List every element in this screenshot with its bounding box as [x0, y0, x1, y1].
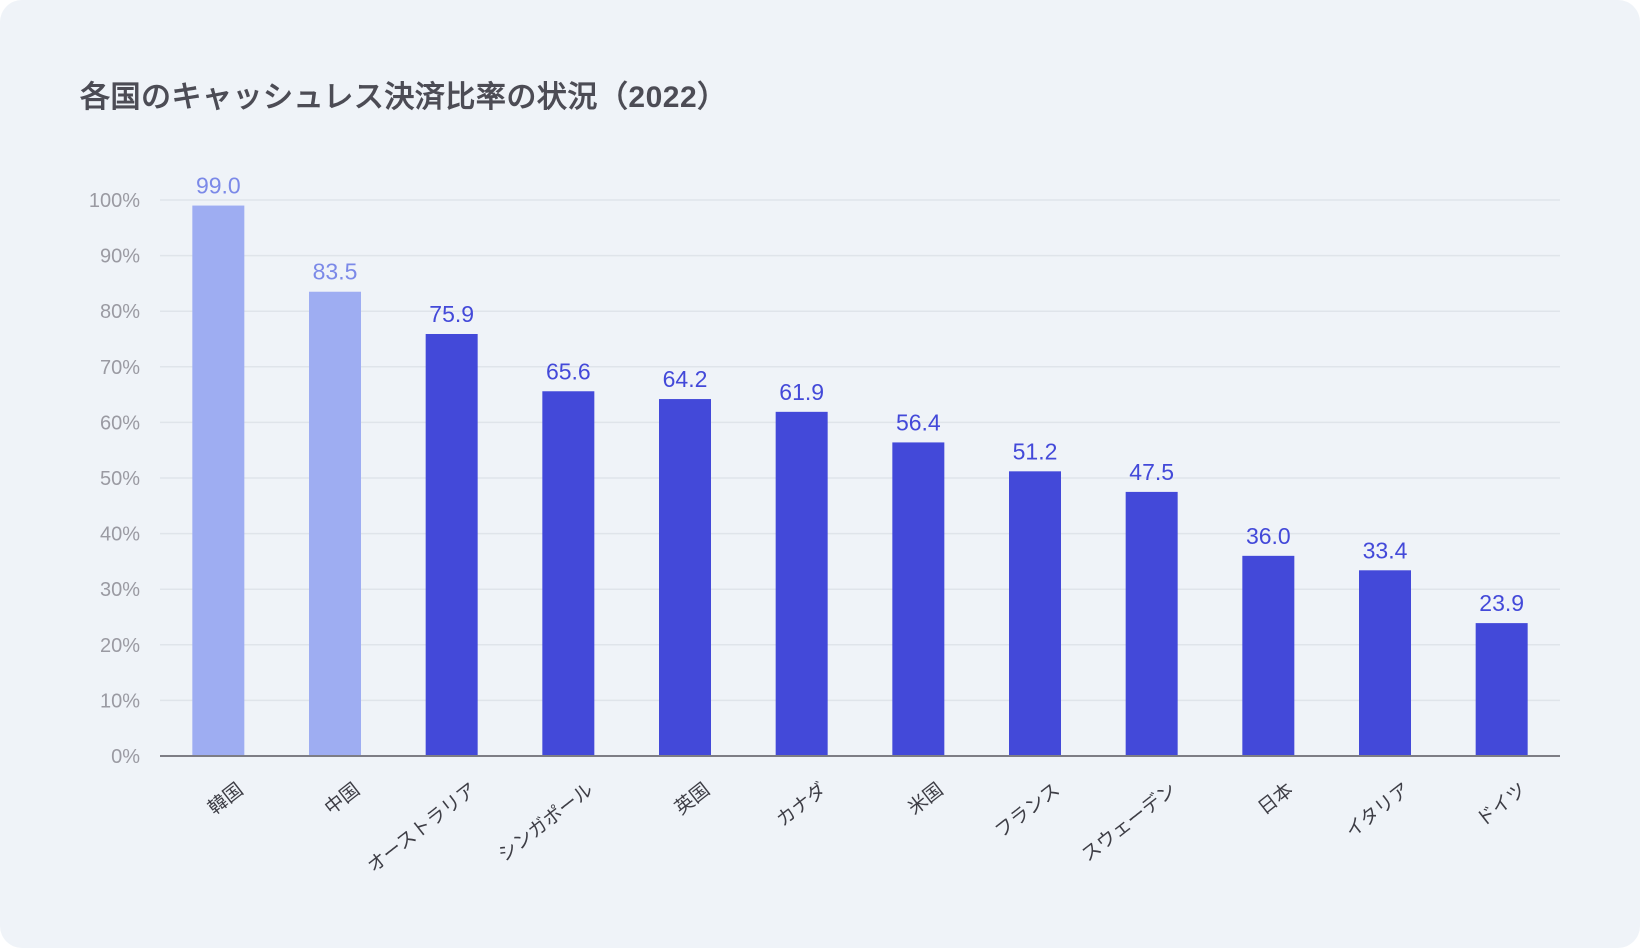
data-label: 64.2 — [663, 366, 708, 392]
bar — [775, 411, 828, 756]
y-tick-label: 100% — [89, 190, 140, 212]
gridlines — [160, 199, 1560, 702]
bar — [1475, 623, 1528, 756]
bar — [1359, 570, 1411, 756]
data-label: 36.0 — [1246, 523, 1291, 549]
x-tick-label: イタリア — [1341, 779, 1414, 843]
x-tick-label: 中国 — [321, 779, 365, 820]
bar — [425, 333, 478, 756]
data-label: 61.9 — [779, 379, 824, 405]
x-tick-label: シンガポール — [494, 779, 597, 867]
y-tick-label: 80% — [100, 301, 140, 323]
x-tick-label: 米国 — [904, 779, 948, 820]
data-label: 65.6 — [546, 358, 591, 384]
bar — [192, 205, 245, 756]
data-label: 56.4 — [896, 409, 941, 435]
x-tick-label: 韓国 — [204, 779, 248, 820]
x-tick-label: スウェーデン — [1077, 779, 1180, 867]
y-tick-label: 20% — [100, 635, 140, 657]
y-tick-label: 70% — [100, 357, 140, 379]
x-tick-label: ドイツ — [1472, 779, 1530, 831]
y-tick-label: 30% — [100, 579, 140, 601]
bar — [1125, 491, 1178, 756]
data-label: 51.2 — [1013, 438, 1058, 464]
y-tick-label: 10% — [100, 690, 140, 712]
y-tick-label: 60% — [100, 412, 140, 434]
data-label: 75.9 — [429, 301, 474, 327]
bars — [192, 205, 1528, 756]
bar — [309, 291, 361, 756]
chart-title: 各国のキャッシュレス決済比率の状況（2022） — [80, 81, 728, 114]
bar — [892, 442, 945, 756]
x-tick-label: 英国 — [671, 779, 715, 820]
bar — [1242, 555, 1295, 756]
data-label: 47.5 — [1129, 459, 1174, 485]
y-tick-label: 0% — [111, 746, 140, 768]
bar — [542, 391, 595, 756]
bar — [659, 399, 711, 756]
y-axis-ticks: 0% 10% 20% 30% 40% 50% 60% 70% 80% 90% 100% — [89, 190, 140, 768]
y-tick-label: 90% — [100, 246, 140, 268]
data-label: 83.5 — [313, 259, 358, 285]
data-label: 23.9 — [1479, 590, 1524, 616]
x-tick-label: カナダ — [772, 779, 830, 831]
x-tick-label: 日本 — [1254, 779, 1298, 820]
y-tick-label: 40% — [100, 524, 140, 546]
y-tick-label: 50% — [100, 468, 140, 490]
data-label: 33.4 — [1363, 537, 1408, 563]
bar — [1009, 471, 1061, 756]
x-tick-label: オーストラリア — [363, 779, 481, 878]
data-label: 99.0 — [196, 173, 241, 199]
x-tick-label: フランス — [991, 779, 1064, 843]
category-labels: 韓国 中国 オーストラリア シンガポール 英国 カナダ 米国 フランス スウェーデン 日本 イタリア… — [204, 779, 1531, 878]
value-labels: 99.0 83.5 75.9 65.6 64.2 61.9 56.4 51.2 47.5 36.0… — [196, 173, 1524, 617]
